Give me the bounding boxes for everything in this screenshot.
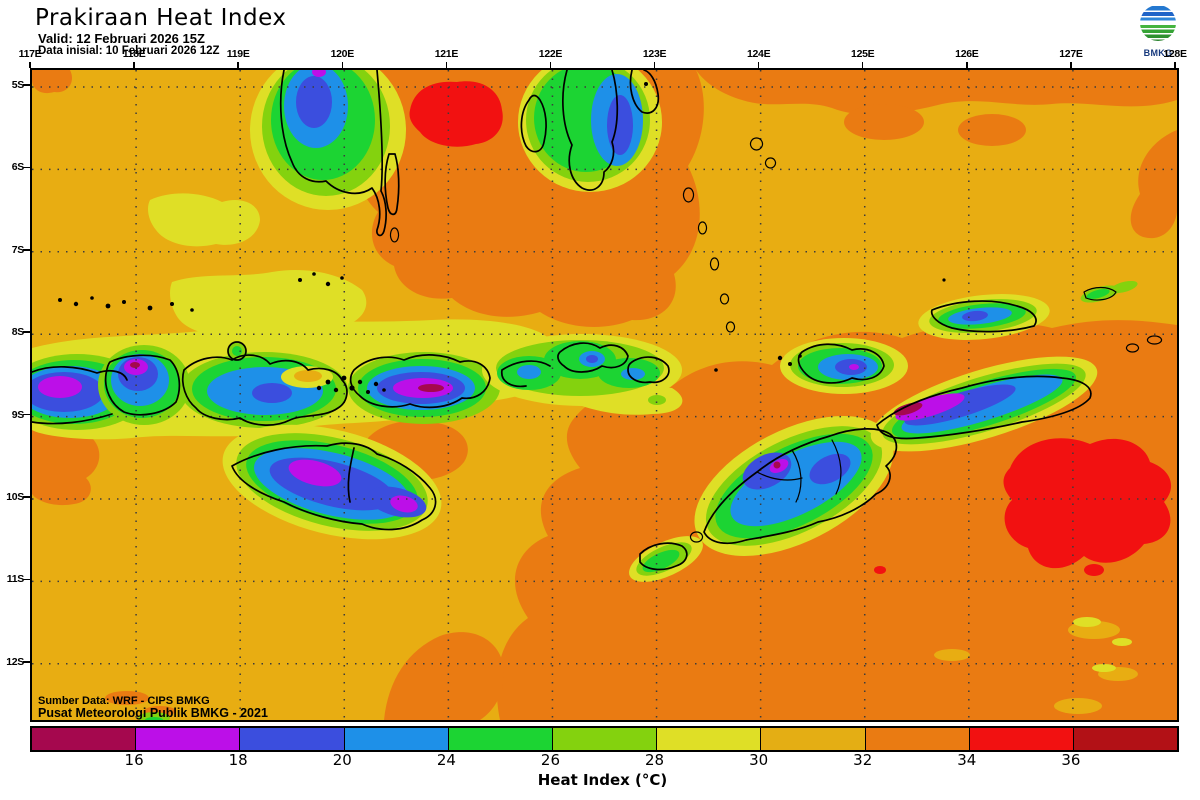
lon-tick-mark — [29, 62, 31, 68]
colorbar-segment — [1072, 728, 1178, 750]
lat-tick-mark — [23, 84, 30, 86]
lat-tick-label: 11S — [6, 573, 25, 586]
bmkg-logo: BMKG — [1132, 3, 1184, 58]
lat-tick-mark — [23, 496, 30, 498]
lat-tick-label: 12S — [6, 655, 24, 668]
lat-tick-label: 5S — [11, 79, 25, 91]
colorbar-segment — [968, 728, 1073, 750]
lon-tick-mark — [237, 62, 239, 68]
lat-tick-mark — [23, 249, 30, 251]
lon-tick-label: 121E — [434, 48, 459, 60]
lon-tick-label: 126E — [955, 48, 979, 60]
lon-tick-label: 124E — [746, 48, 771, 60]
colorbar-segment — [135, 728, 240, 750]
page-title: Prakiraan Heat Index — [35, 5, 287, 31]
colorbar-segment — [551, 728, 657, 750]
colorbar-tick: 32 — [853, 751, 873, 769]
colorbar-segment — [760, 728, 865, 750]
colorbar-tick: 16 — [124, 751, 144, 769]
lat-tick-label: 10S — [6, 491, 24, 503]
initial-data-line: Data inisial: 10 Februari 2026 12Z — [38, 45, 220, 57]
coastlines — [32, 70, 1163, 571]
lat-tick-mark — [23, 166, 30, 169]
lon-tick-label: 117E — [18, 48, 42, 60]
lon-tick-label: 122E — [538, 48, 563, 60]
lat-tick-label: 7S — [11, 243, 25, 256]
colorbar-segment — [239, 728, 344, 750]
colorbar-tick: 28 — [644, 751, 665, 769]
heat-index-colorbar — [30, 726, 1179, 752]
lat-tick-mark — [23, 661, 30, 663]
publisher-credit: Pusat Meteorologi Publik BMKG - 2021 — [38, 706, 268, 720]
colorbar-segment — [656, 728, 761, 750]
data-source-credit: Sumber Data: WRF - CIPS BMKG — [38, 695, 210, 707]
lat-tick-label: 6S — [11, 161, 25, 174]
lon-tick-mark — [1174, 62, 1176, 68]
colorbar-tick-labels: 16 18 20 24 26 28 30 32 34 36 — [30, 751, 1175, 769]
lat-tick-mark — [23, 578, 30, 581]
colorbar-tick: 34 — [957, 751, 977, 769]
lon-tick-mark — [549, 62, 552, 68]
colorbar-segment — [32, 728, 136, 750]
colorbar-tick: 36 — [1061, 751, 1081, 769]
lon-tick-mark — [445, 62, 448, 68]
lon-tick-mark — [861, 62, 864, 68]
colorbar-segment — [447, 728, 552, 750]
colorbar-title: Heat Index (°C) — [537, 771, 668, 789]
valid-time-line: Valid: 12 Februari 2026 15Z — [38, 31, 205, 46]
colorbar-tick: 20 — [332, 751, 352, 769]
lat-tick-label: 9S — [11, 408, 25, 421]
lon-tick-label: 125E — [851, 48, 875, 60]
bmkg-logo-label: BMKG — [1143, 48, 1173, 58]
lon-tick-label: 127E — [1059, 48, 1083, 60]
colorbar-tick: 26 — [540, 751, 560, 769]
islet-specks — [58, 82, 946, 394]
lon-tick-label: 119E — [226, 48, 250, 60]
lon-tick-mark — [1070, 62, 1072, 68]
lon-tick-mark — [757, 62, 760, 68]
bmkg-logo-icon — [1140, 5, 1176, 41]
lat-tick-label: 8S — [11, 326, 25, 339]
lon-tick-label: 123E — [642, 48, 667, 60]
colorbar-tick: 24 — [436, 751, 456, 769]
lon-tick-label: 120E — [330, 48, 355, 60]
colorbar-segment — [864, 728, 969, 750]
lon-tick-label: 118E — [122, 48, 146, 60]
lat-tick-mark — [23, 331, 30, 333]
map-canvas — [30, 68, 1179, 722]
heat-index-map — [32, 70, 1177, 720]
lon-tick-mark — [133, 62, 135, 68]
colorbar-tick: 18 — [228, 751, 248, 769]
lon-tick-mark — [341, 62, 344, 68]
colorbar-tick: 30 — [749, 751, 769, 769]
lon-tick-label: 128E — [1163, 48, 1187, 60]
lat-tick-mark — [23, 413, 30, 416]
lon-tick-mark — [653, 62, 656, 68]
colorbar-segment — [343, 728, 448, 750]
lon-tick-mark — [966, 62, 968, 68]
